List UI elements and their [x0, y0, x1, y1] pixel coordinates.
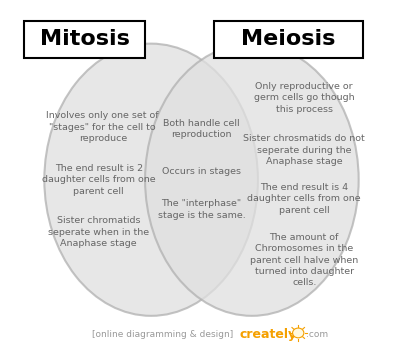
Text: [online diagramming & design]: [online diagramming & design]: [93, 330, 234, 339]
Text: Involves only one set of
"stages" for the cell to
reproduce: Involves only one set of "stages" for th…: [46, 111, 159, 143]
Text: Occurs in stages: Occurs in stages: [162, 166, 241, 176]
Circle shape: [293, 328, 304, 338]
Text: The end result is 2
daughter cells from one
parent cell: The end result is 2 daughter cells from …: [42, 164, 156, 196]
Text: Both handle cell
reproduction: Both handle cell reproduction: [163, 119, 240, 139]
Text: Mitosis: Mitosis: [39, 29, 130, 49]
Text: The "interphase"
stage is the same.: The "interphase" stage is the same.: [158, 199, 245, 220]
Text: Sister chrosmatids do not
seperate during the
Anaphase stage: Sister chrosmatids do not seperate durin…: [243, 134, 365, 166]
Text: Only reproductive or
germ cells go though
this process: Only reproductive or germ cells go thoug…: [254, 82, 355, 114]
Text: .com: .com: [306, 330, 328, 339]
Text: Meiosis: Meiosis: [241, 29, 335, 49]
Text: creately: creately: [240, 328, 297, 341]
Text: Sister chromatids
seperate when in the
Anaphase stage: Sister chromatids seperate when in the A…: [48, 216, 149, 248]
Text: The end result is 4
daughter cells from one
parent cell: The end result is 4 daughter cells from …: [247, 183, 361, 215]
FancyBboxPatch shape: [214, 21, 363, 58]
FancyBboxPatch shape: [24, 21, 145, 58]
Text: The amount of
Chromosomes in the
parent cell halve when
turned into daughter
cel: The amount of Chromosomes in the parent …: [250, 232, 358, 288]
Ellipse shape: [145, 44, 359, 316]
Ellipse shape: [44, 44, 258, 316]
